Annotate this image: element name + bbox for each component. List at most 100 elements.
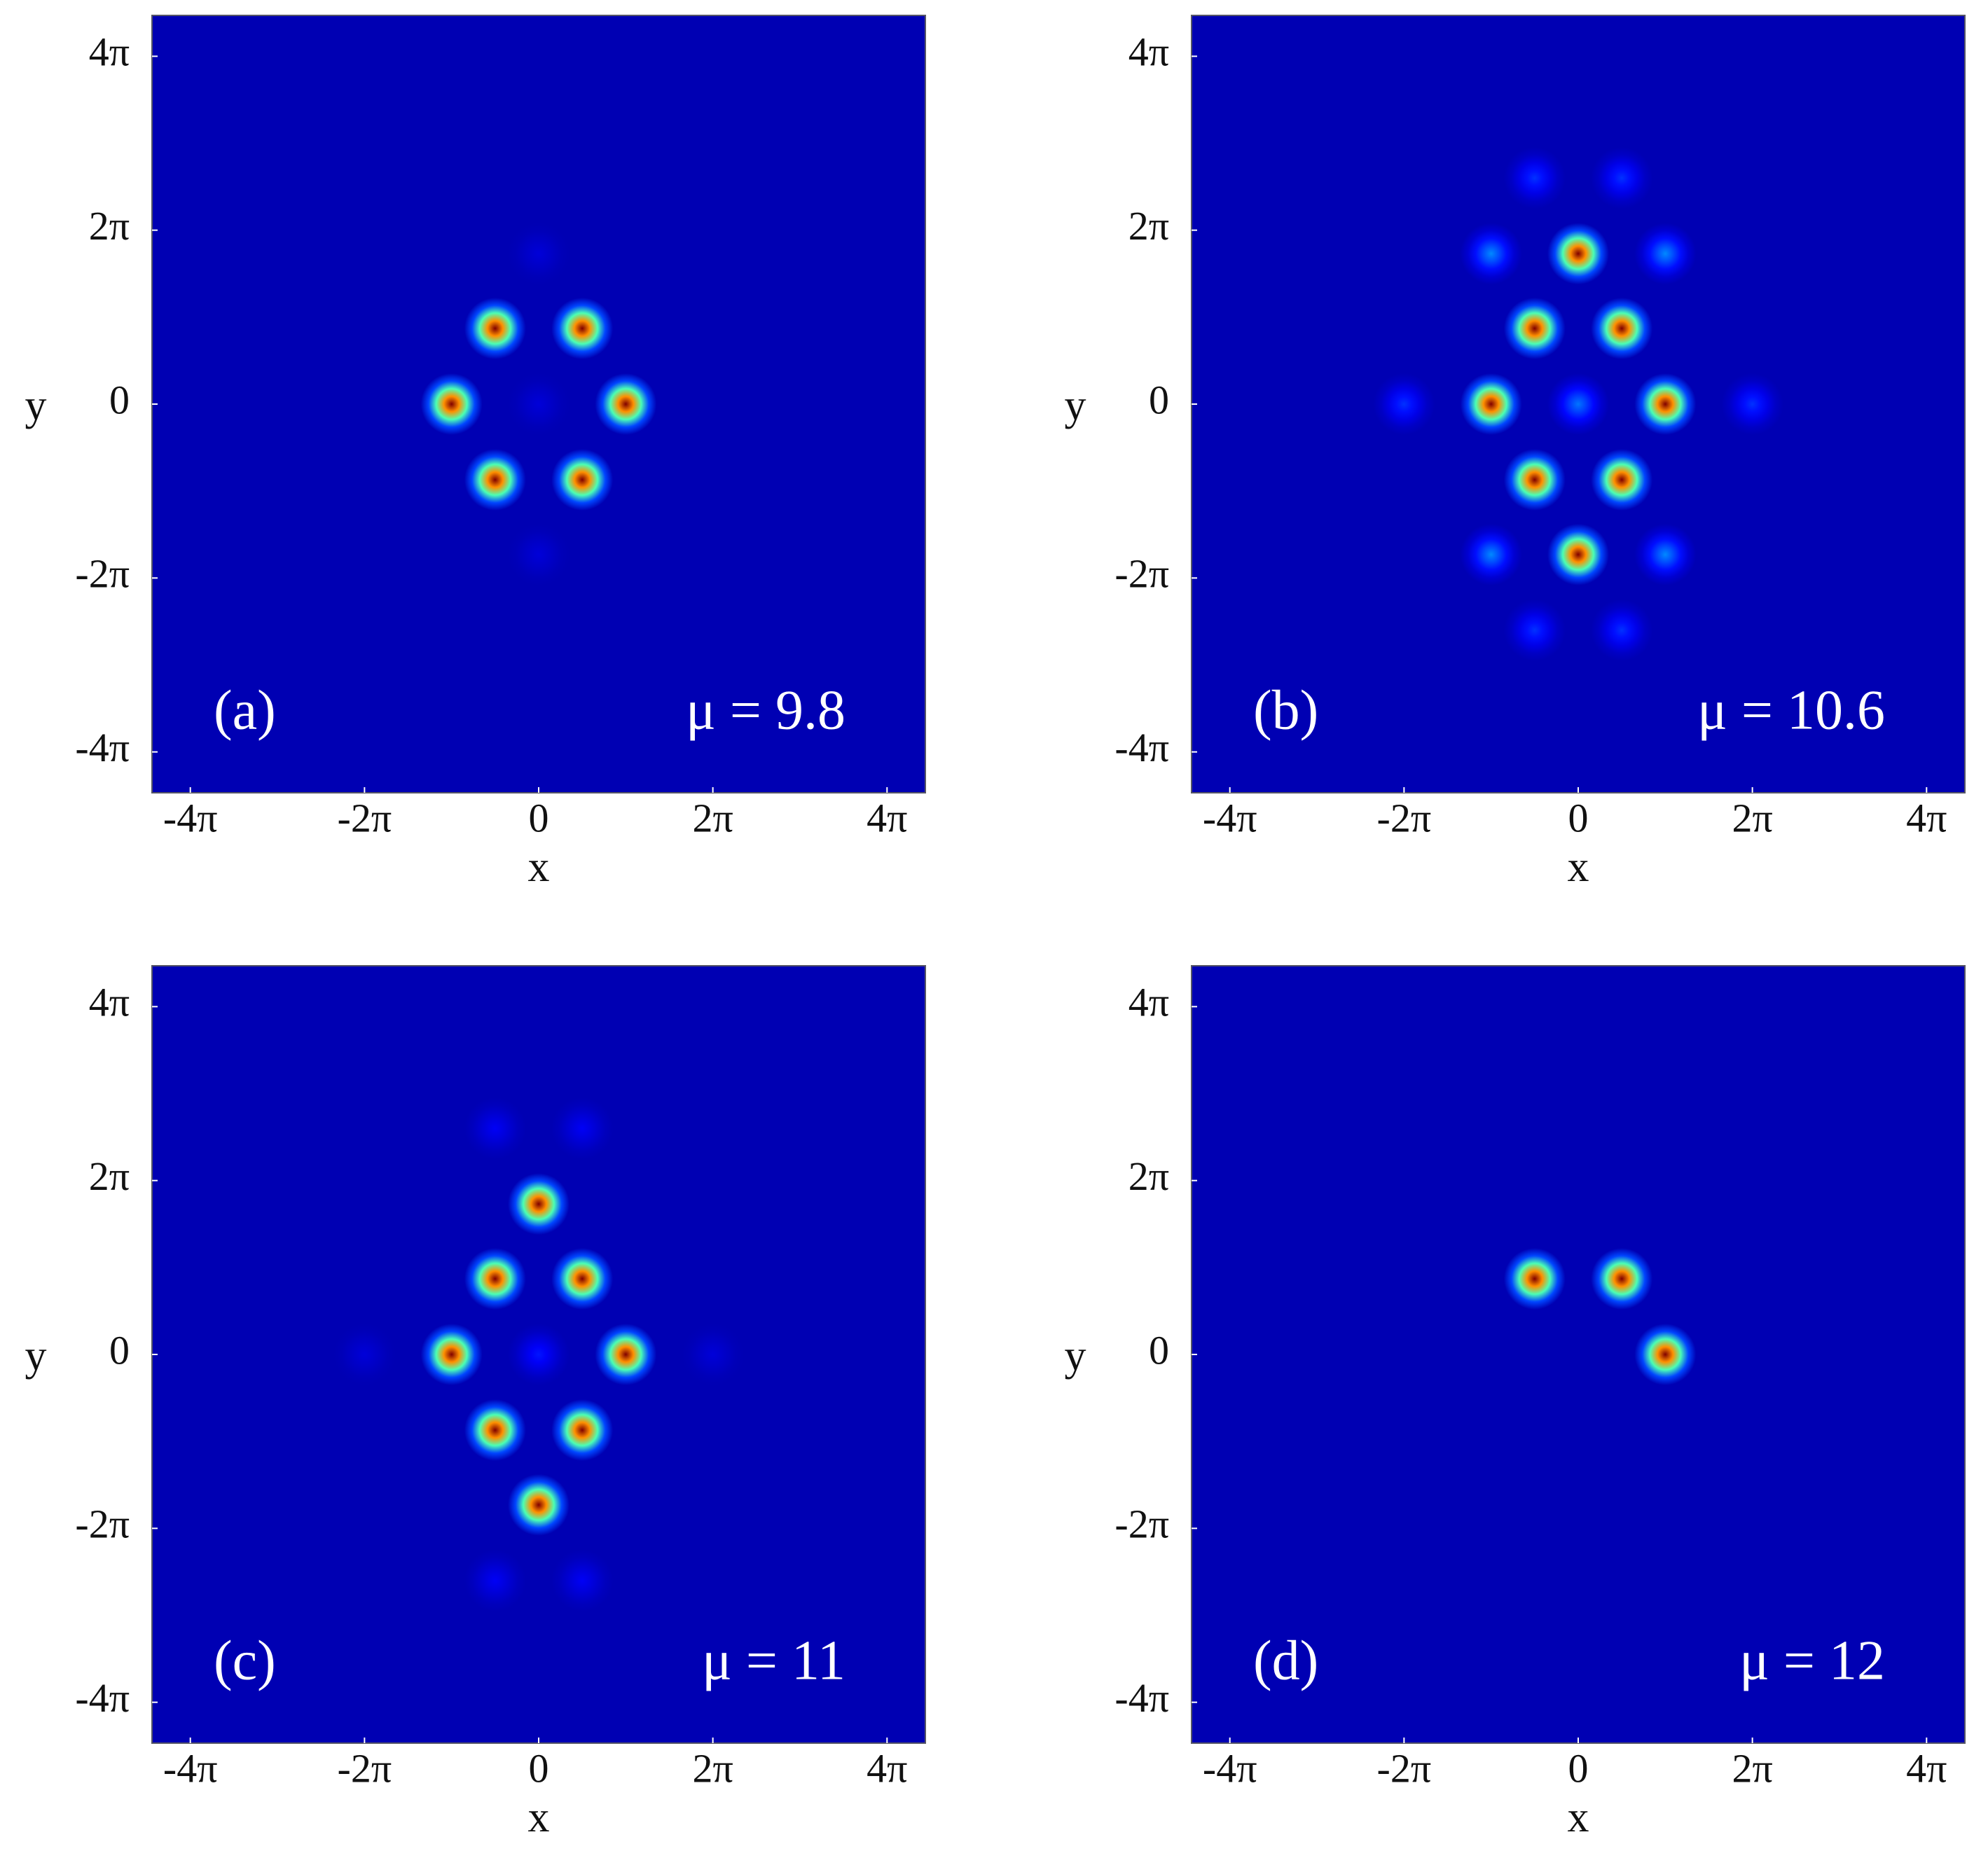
density-spot [1547, 523, 1609, 585]
density-spot [1503, 147, 1566, 209]
density-spot [420, 1324, 483, 1385]
annotation: μ = 11 [702, 1630, 845, 1691]
y-tick-label: -4π [1114, 1675, 1169, 1721]
density-spot [508, 223, 570, 285]
x-tick-label: -4π [163, 1745, 218, 1791]
panel-label: (a) [214, 679, 276, 741]
x-tick-label: 4π [867, 795, 907, 840]
y-tick-label: 0 [1149, 377, 1169, 422]
density-spot [508, 373, 570, 435]
density-spot [595, 373, 657, 435]
density-spot [1591, 1247, 1653, 1310]
y-tick-label: -4π [75, 1675, 130, 1721]
y-tick-label: 2π [89, 203, 130, 249]
density-spot [508, 523, 570, 585]
x-tick-label: 0 [1568, 795, 1589, 840]
density-spot [551, 1247, 614, 1310]
density-spot [1634, 373, 1697, 435]
density-spot [464, 1247, 526, 1310]
y-tick-label: -2π [1114, 1502, 1169, 1547]
x-tick-label: -4π [163, 795, 218, 840]
x-tick-label: 4π [867, 1745, 907, 1791]
density-spot [1460, 523, 1522, 585]
density-spot [1373, 373, 1435, 435]
density-spot [551, 1549, 614, 1611]
y-axis-label: y [1065, 382, 1086, 429]
y-tick-label: 4π [1128, 29, 1169, 75]
density-spot [1721, 373, 1783, 435]
y-tick-label: 0 [109, 377, 130, 422]
density-spot [1591, 449, 1653, 511]
x-tick-label: 4π [1906, 795, 1947, 840]
y-axis-label: y [25, 382, 47, 429]
x-axis-label: x [1568, 1794, 1589, 1841]
density-spot [1503, 449, 1566, 511]
density-spot [1547, 223, 1609, 285]
x-axis-label: x [1568, 843, 1589, 891]
panel-label: (b) [1253, 679, 1318, 741]
y-tick-label: 2π [1128, 1153, 1169, 1199]
x-tick-label: 2π [693, 795, 733, 840]
annotation: μ = 12 [1739, 1630, 1885, 1691]
density-spot [1591, 147, 1653, 209]
x-tick-label: -2π [338, 1745, 392, 1791]
density-spot [551, 1097, 614, 1160]
y-tick-label: 4π [89, 29, 130, 75]
x-tick-label: 0 [1568, 1745, 1589, 1791]
x-tick-label: -4π [1203, 795, 1257, 840]
density-spot [420, 373, 483, 435]
y-tick-label: -4π [75, 725, 130, 770]
panel-label: (c) [214, 1630, 276, 1691]
density-spot [595, 1324, 657, 1385]
density-spot [551, 297, 614, 359]
density-spot [333, 1324, 396, 1385]
density-spot [1547, 373, 1609, 435]
annotation: μ = 10.6 [1697, 679, 1885, 741]
y-tick-label: 2π [1128, 203, 1169, 249]
y-axis-label: y [1065, 1332, 1086, 1380]
x-tick-label: 0 [529, 1745, 549, 1791]
plot-background [1192, 966, 1965, 1743]
density-spot [1460, 223, 1522, 285]
x-tick-label: -4π [1203, 1745, 1257, 1791]
x-tick-label: -2π [1377, 795, 1432, 840]
density-spot [682, 1324, 744, 1385]
density-spot [464, 1097, 526, 1160]
x-tick-label: 2π [1732, 795, 1773, 840]
density-spot [1634, 223, 1697, 285]
density-spot [508, 1173, 570, 1235]
density-spot [551, 1399, 614, 1462]
annotation: μ = 9.8 [686, 679, 845, 741]
x-tick-label: 2π [1732, 1745, 1773, 1791]
density-spot [1591, 297, 1653, 359]
x-tick-label: 2π [693, 1745, 733, 1791]
density-spot [464, 1399, 526, 1462]
y-tick-label: 2π [89, 1153, 130, 1199]
density-spot [508, 1324, 570, 1385]
y-axis-label: y [25, 1332, 47, 1380]
y-tick-label: 4π [1128, 980, 1169, 1025]
y-tick-label: -4π [1114, 725, 1169, 770]
density-spot [464, 297, 526, 359]
y-tick-label: 0 [109, 1327, 130, 1373]
x-tick-label: -2π [1377, 1745, 1432, 1791]
density-spot [1503, 297, 1566, 359]
y-tick-label: -2π [1114, 551, 1169, 597]
x-tick-label: -2π [338, 795, 392, 840]
y-tick-label: -2π [75, 551, 130, 597]
x-tick-label: 0 [529, 795, 549, 840]
density-spot [551, 449, 614, 511]
y-tick-label: 4π [89, 980, 130, 1025]
density-spot [1503, 1247, 1566, 1310]
density-spot [1591, 599, 1653, 661]
density-spot [508, 1474, 570, 1536]
density-spot [1634, 1324, 1697, 1385]
density-spot [464, 1549, 526, 1611]
x-axis-label: x [528, 843, 550, 891]
density-spot [1503, 599, 1566, 661]
panel-label: (d) [1253, 1630, 1318, 1691]
y-tick-label: -2π [75, 1502, 130, 1547]
density-spot [464, 449, 526, 511]
x-axis-label: x [528, 1794, 550, 1841]
